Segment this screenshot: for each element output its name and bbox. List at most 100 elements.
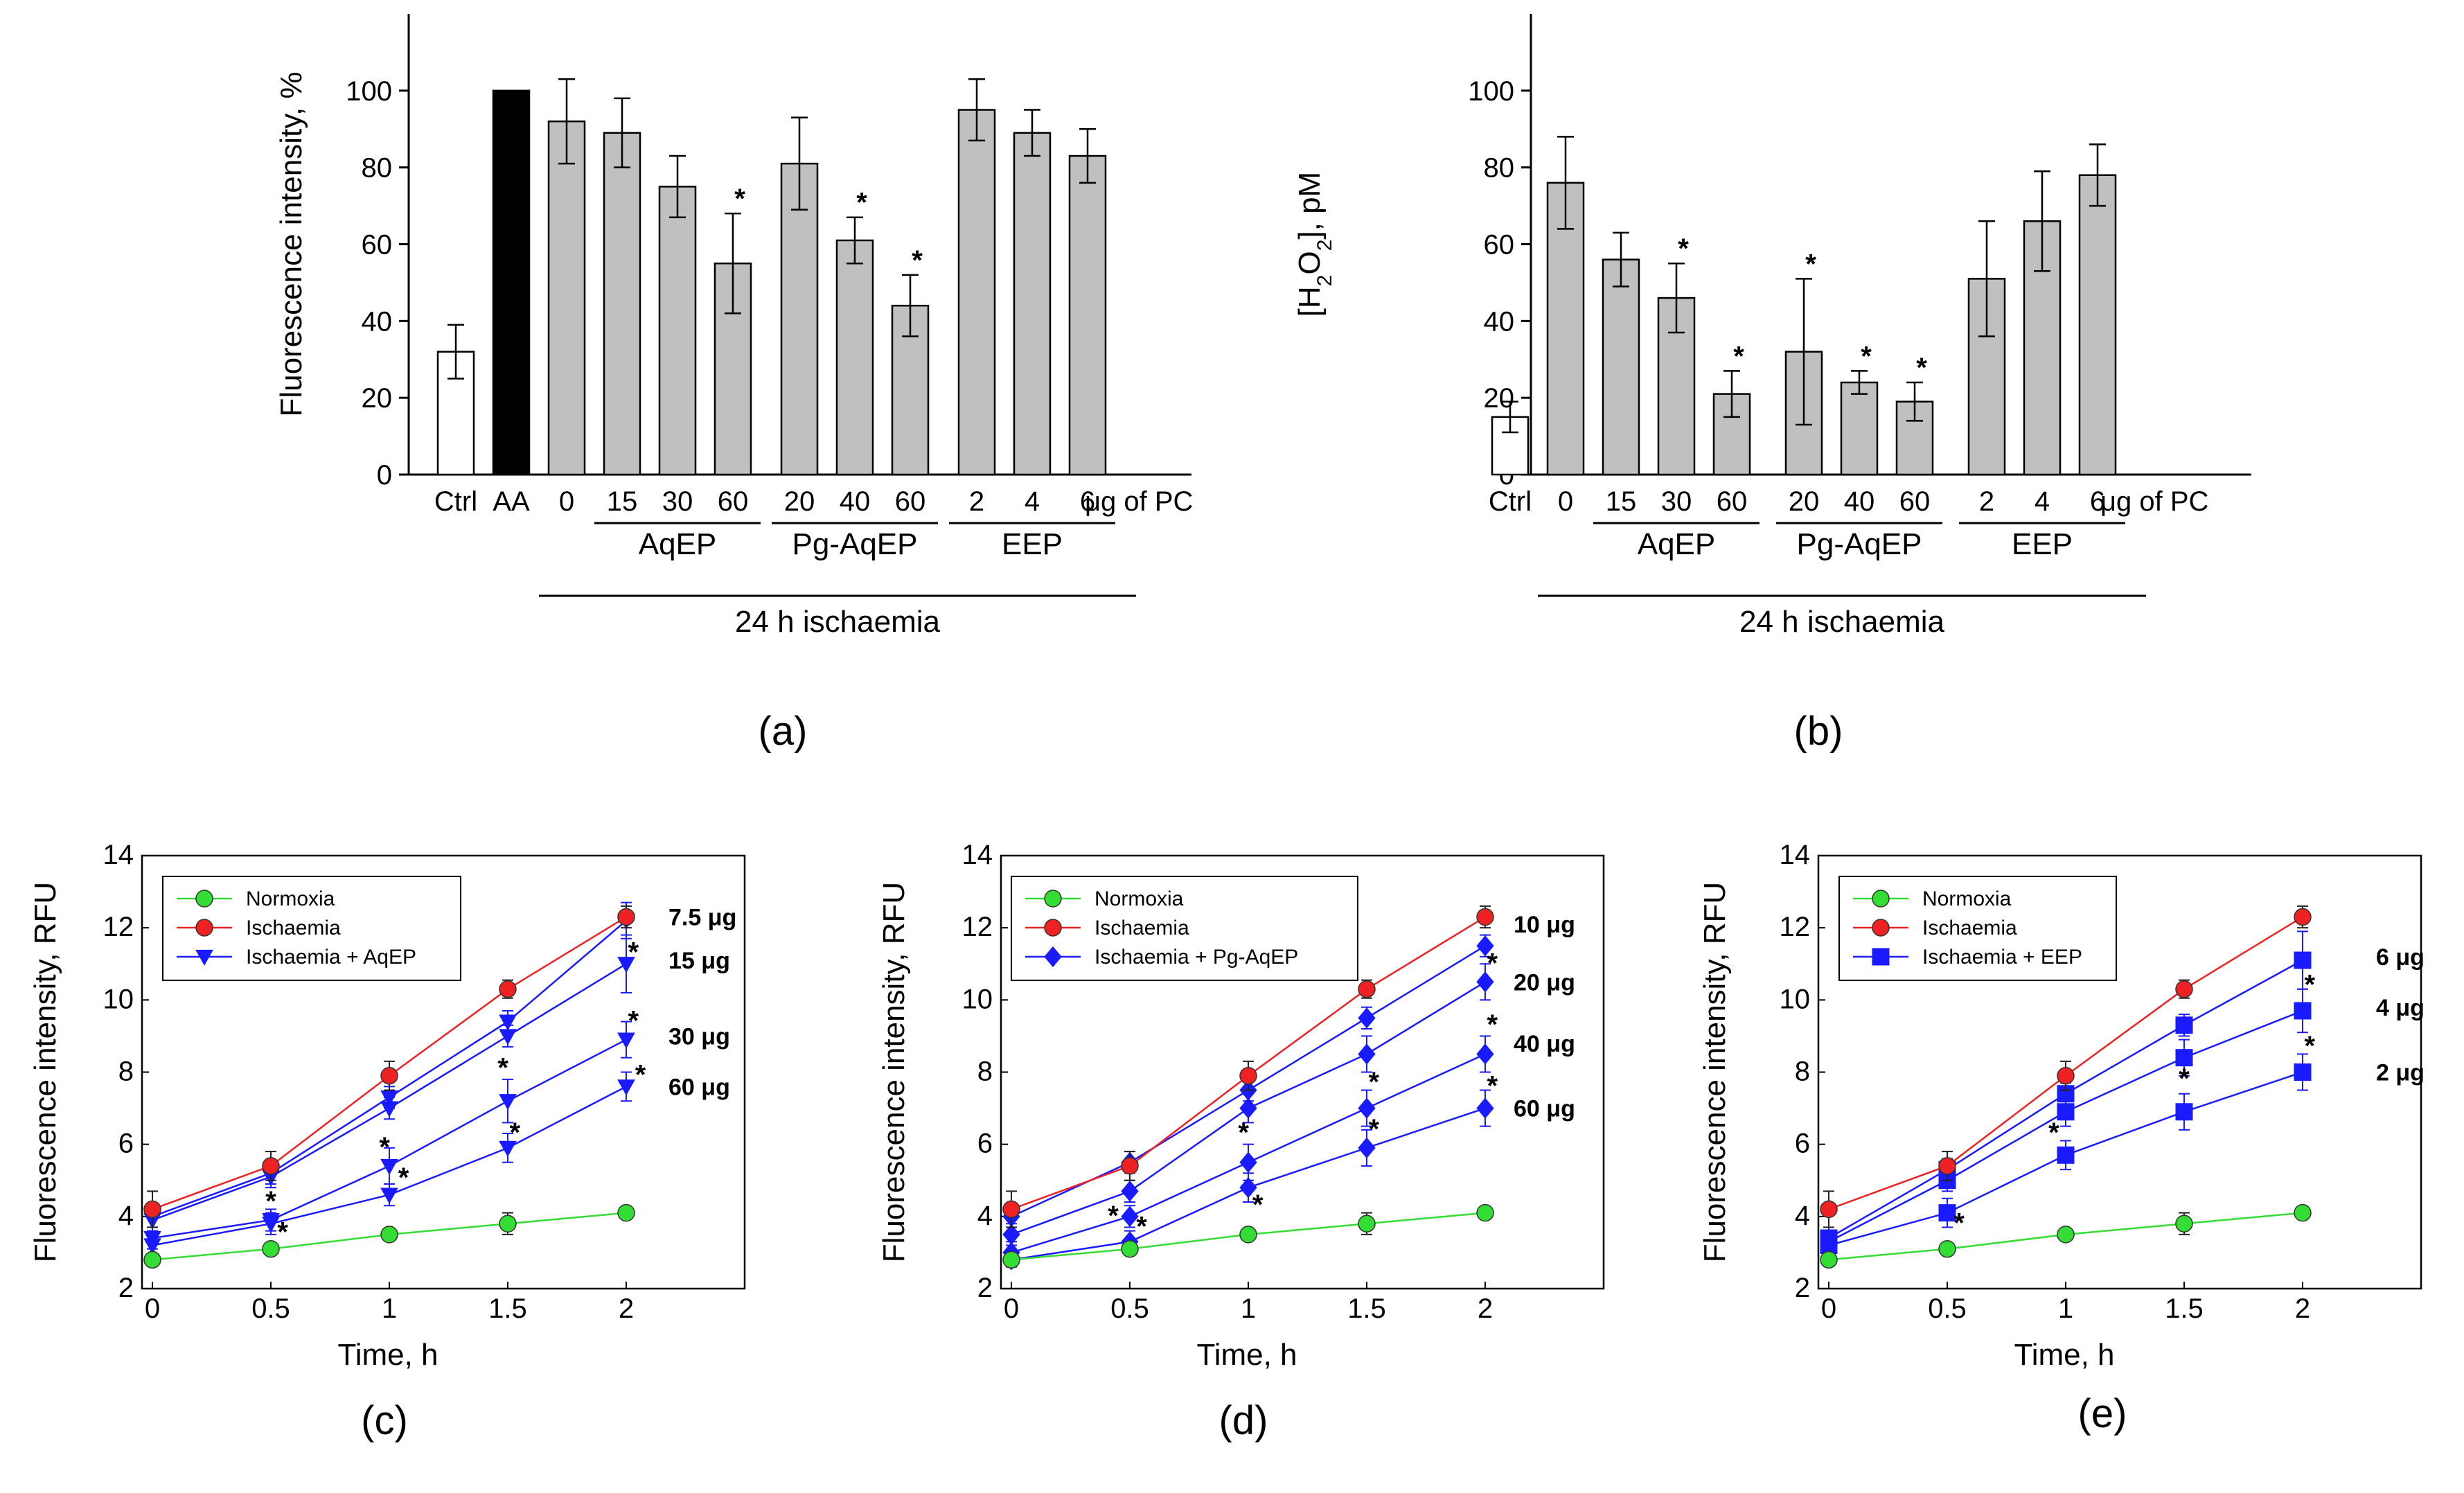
y-tick-label: 60 — [362, 230, 393, 260]
caption-a: (a) — [759, 709, 808, 754]
significance-marker: * — [509, 1117, 520, 1148]
x-tick-label: 0 — [1821, 1293, 1836, 1324]
x-tick-label: 0.5 — [1110, 1293, 1149, 1324]
y-tick-label: 10 — [1780, 984, 1811, 1014]
x-tick-label: 2 — [619, 1293, 634, 1324]
data-point — [1938, 1204, 1956, 1222]
x-tick-label: 60 — [1899, 486, 1931, 517]
y-tick-label: 8 — [977, 1057, 993, 1087]
legend-marker — [195, 949, 213, 966]
x-tick-label: 20 — [1789, 486, 1820, 517]
group-label: EEP — [1002, 527, 1063, 561]
data-point — [1358, 1097, 1376, 1119]
x-tick-label: 2 — [2295, 1293, 2310, 1324]
data-point — [1358, 1043, 1376, 1065]
bar — [1013, 132, 1052, 476]
legend-label: Ischaemia — [1094, 917, 1189, 939]
x-tick-label: 0 — [1558, 486, 1573, 517]
y-tick-label: 6 — [977, 1129, 993, 1159]
data-point — [143, 1238, 161, 1255]
data-point — [2175, 1214, 2193, 1233]
significance-marker: * — [1487, 1070, 1498, 1101]
data-point — [1938, 1239, 1956, 1258]
x-tick-label: 0 — [559, 486, 574, 517]
x-tick-label: 60 — [895, 486, 926, 517]
caption-b: (b) — [1794, 709, 1843, 754]
x-tick-label: 30 — [1661, 486, 1692, 517]
supergroup-label: 24 h ischaemia — [735, 605, 940, 639]
supergroup-label: 24 h ischaemia — [1739, 605, 1944, 639]
data-point — [499, 1094, 517, 1111]
significance-marker: * — [1238, 1117, 1249, 1148]
data-point — [143, 1200, 161, 1219]
bar — [2078, 174, 2117, 476]
significance-marker: * — [1953, 1208, 1965, 1238]
x-tick-label: 6 — [2090, 486, 2105, 517]
legend-label: Ischaemia + Pg-AqEP — [1094, 946, 1298, 969]
y-tick-label: 4 — [1795, 1201, 1810, 1231]
x-tick-label: 15 — [607, 486, 638, 517]
bar — [603, 132, 641, 476]
y-tick-label: 12 — [962, 912, 993, 942]
data-point — [1358, 1137, 1376, 1159]
dose-label: 2 μg — [2376, 1060, 2425, 1086]
data-point — [143, 1251, 161, 1269]
significance-marker: * — [497, 1052, 508, 1083]
data-point — [2057, 1066, 2075, 1085]
data-point — [1358, 980, 1376, 998]
data-point — [2294, 1063, 2312, 1081]
y-tick-label: 100 — [346, 76, 392, 107]
y-tick-label: 80 — [1484, 153, 1515, 184]
data-point — [2294, 1203, 2312, 1222]
data-point — [1476, 1043, 1494, 1065]
y-tick-label: 60 — [1484, 230, 1515, 260]
y-tick-label: 10 — [962, 984, 993, 1014]
bar — [547, 120, 586, 476]
x-tick-label: 1.5 — [2165, 1293, 2204, 1324]
dose-label: 30 μg — [668, 1023, 730, 1050]
legend-marker — [195, 919, 213, 937]
data-point — [1358, 1007, 1376, 1029]
data-point — [1938, 1157, 1956, 1175]
data-point — [1121, 1181, 1139, 1202]
significance-marker: * — [1368, 1067, 1379, 1097]
significance-marker: * — [1805, 249, 1816, 279]
legend-label: Ischaemia — [1922, 917, 2017, 939]
data-point — [499, 980, 517, 998]
significance-marker: * — [1733, 341, 1744, 371]
legend-label: Ischaemia + AqEP — [246, 946, 416, 969]
data-point — [2175, 1103, 2193, 1121]
significance-marker: * — [1368, 1114, 1379, 1145]
data-point — [380, 1187, 398, 1204]
caption-c: (c) — [361, 1398, 408, 1443]
data-point — [1239, 1226, 1257, 1244]
significance-marker: * — [2048, 1117, 2059, 1148]
significance-marker: * — [1678, 233, 1689, 264]
x-tick-label: 4 — [1025, 486, 1040, 517]
x-tick-label: 2 — [969, 486, 984, 517]
x-tick-label: 2 — [1979, 486, 1994, 517]
y-axis-label: Fluorescence intensity, RFU — [1698, 882, 1732, 1262]
significance-marker: * — [912, 245, 923, 276]
data-point — [617, 1079, 635, 1096]
significance-marker: * — [1108, 1201, 1119, 1231]
significance-marker: * — [379, 1132, 390, 1163]
x-tick-label: 1 — [1241, 1293, 1256, 1324]
y-tick-label: 0 — [377, 460, 392, 491]
data-point — [2175, 1049, 2193, 1067]
group-label: AqEP — [639, 527, 717, 561]
y-tick-label: 6 — [1795, 1129, 1810, 1159]
data-point — [617, 908, 635, 926]
x-tick-label: 6 — [1080, 486, 1095, 517]
significance-marker: * — [2179, 1063, 2190, 1094]
legend-marker — [1872, 919, 1890, 937]
y-tick-label: 2 — [977, 1273, 993, 1303]
dose-label: 10 μg — [1514, 912, 1575, 938]
y-axis-label: [H2O2], pM — [1293, 172, 1336, 317]
y-tick-label: 2 — [1795, 1273, 1810, 1303]
data-point — [262, 1157, 280, 1175]
significance-marker: * — [734, 184, 745, 214]
